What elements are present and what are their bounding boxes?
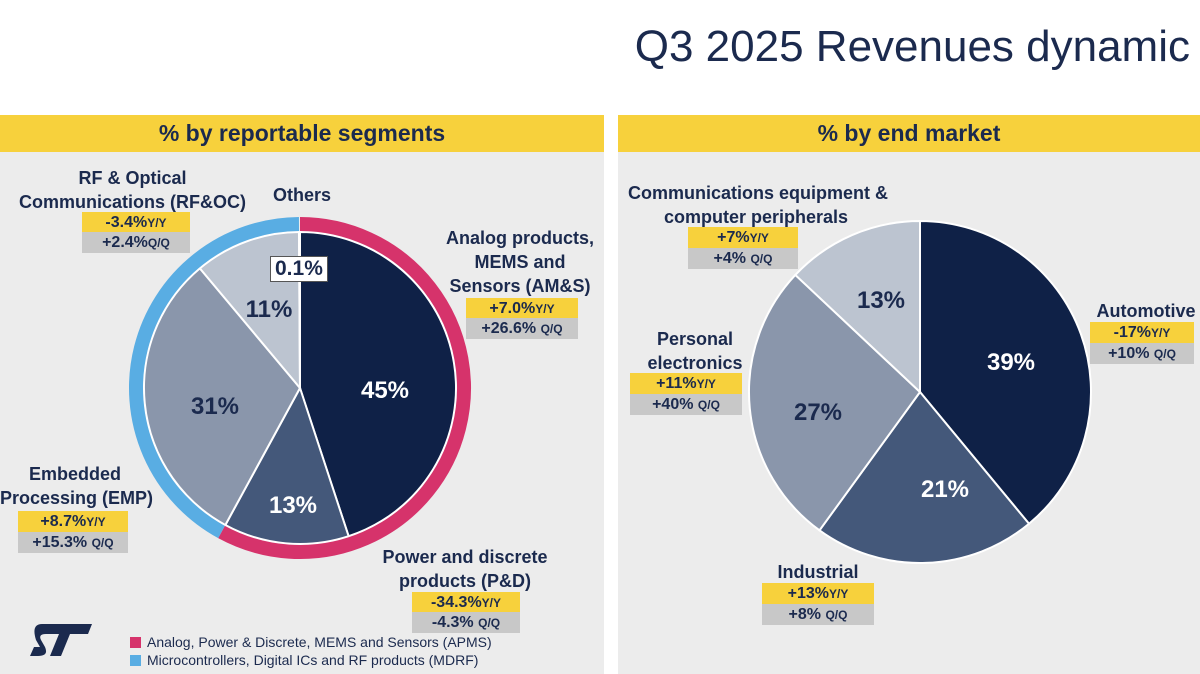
communications-qoq-chip: +4% Q/Q	[688, 248, 798, 269]
segment-label-ams: Analog products, MEMS and Sensors (AM&S)	[446, 228, 594, 296]
automotive-yoy-chip: -17%Y/Y	[1090, 322, 1194, 343]
page-title: Q3 2025 Revenues dynamic	[634, 22, 1190, 71]
pct-label-emp: 31%	[190, 393, 240, 420]
emp-qoq-chip: +15.3% Q/Q	[18, 532, 128, 553]
communications-yoy-chip: +7%Y/Y	[688, 227, 798, 248]
segment-label-automotive: Automotive	[1096, 301, 1196, 321]
ams-yoy-chip: +7.0%Y/Y	[466, 298, 578, 319]
pct-label-others: 0.1%	[270, 256, 328, 282]
segments-panel-title: % by reportable segments	[0, 115, 604, 152]
pie-slice-ams	[299, 230, 457, 538]
industrial-qoq-chip: +8% Q/Q	[762, 604, 874, 625]
segment-label-others: Others	[272, 185, 332, 205]
end-market-panel-title: % by end market	[618, 115, 1200, 152]
legend-item-apms: Analog, Power & Discrete, MEMS and Senso…	[130, 634, 492, 650]
segment-label-emp: Embedded Processing (EMP)	[0, 464, 154, 508]
segment-label-rfoc: RF & Optical Communications (RF&OC)	[19, 168, 246, 212]
pie-slice-communications	[793, 219, 921, 395]
pct-label-communications: 13%	[856, 287, 906, 314]
segment-label-industrial: Industrial	[777, 562, 859, 582]
personal-electronics-qoq-chip: +40% Q/Q	[630, 394, 742, 415]
pie-slice-pd	[223, 385, 350, 545]
segment-label-communications: Communications equipment & computer peri…	[628, 183, 889, 227]
legend-swatch-apms	[130, 637, 141, 648]
pct-label-personal-electronics: 27%	[793, 399, 843, 426]
rfoc-qoq-chip: +2.4%Q/Q	[82, 232, 190, 253]
rfoc-yoy-chip: -3.4%Y/Y	[82, 212, 190, 233]
ring-arc-apms	[218, 217, 471, 559]
automotive-qoq-chip: +10% Q/Q	[1090, 343, 1194, 364]
st-logo: ST	[28, 620, 98, 665]
pd-qoq-chip: -4.3% Q/Q	[412, 612, 520, 633]
segment-label-personal-electronics: Personal electronics	[647, 329, 743, 373]
pct-label-rfoc: 11%	[245, 296, 293, 323]
industrial-yoy-chip: +13%Y/Y	[762, 583, 874, 604]
legend-item-mdrf: Microcontrollers, Digital ICs and RF pro…	[130, 652, 478, 668]
pie-slice-automotive	[919, 219, 1093, 526]
pct-label-pd: 13%	[268, 492, 318, 519]
emp-yoy-chip: +8.7%Y/Y	[18, 511, 128, 532]
pct-label-ams: 45%	[360, 377, 410, 404]
st-logo-icon: ST	[30, 624, 92, 656]
legend-swatch-mdrf	[130, 655, 141, 666]
pie-slice-industrial	[818, 390, 1031, 564]
personal-electronics-yoy-chip: +11%Y/Y	[630, 373, 742, 394]
pie-slice-personal-electronics	[748, 273, 922, 532]
ams-qoq-chip: +26.6% Q/Q	[466, 318, 578, 339]
pct-label-automotive: 39%	[986, 349, 1036, 376]
pd-yoy-chip: -34.3%Y/Y	[412, 592, 520, 613]
ring-arc-mdrf	[129, 217, 300, 539]
pie-slice-emp	[143, 266, 302, 527]
pct-label-industrial: 21%	[920, 476, 970, 503]
segment-label-pd: Power and discrete products (P&D)	[382, 547, 548, 591]
